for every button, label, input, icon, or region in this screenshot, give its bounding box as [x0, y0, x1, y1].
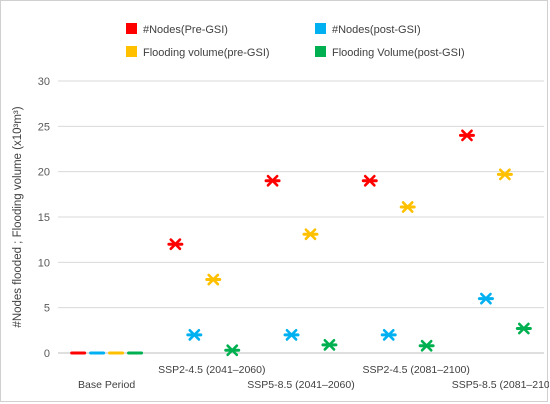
legend-swatch	[315, 46, 326, 57]
legend-item: Flooding volume(pre-GSI)	[126, 46, 270, 59]
legend-label: #Nodes(post-GSI)	[332, 24, 421, 36]
legend-swatch	[126, 23, 137, 34]
x-category-label: Base Period	[78, 379, 135, 391]
data-point	[205, 273, 222, 286]
data-point	[496, 168, 513, 181]
legend-item: #Nodes(post-GSI)	[315, 23, 421, 36]
data-markers	[70, 129, 532, 357]
legend: #Nodes(Pre-GSI) #Nodes(post-GSI) Flooding …	[126, 23, 465, 59]
x-category-label: SSP5-8.5 (2041–2060)	[247, 379, 354, 391]
data-point	[264, 174, 281, 187]
data-point	[224, 344, 241, 357]
data-point	[283, 328, 300, 341]
data-point	[321, 338, 338, 351]
y-tick-label: 20	[38, 167, 50, 179]
y-tick-label: 15	[38, 212, 50, 224]
data-point	[186, 328, 203, 341]
x-category-label: SSP5-8.5 (2081–2100)	[452, 379, 549, 391]
y-tick-label: 25	[38, 121, 50, 133]
data-point	[361, 174, 378, 187]
legend-label: Flooding volume(pre-GSI)	[143, 47, 270, 59]
legend-item: Flooding Volume(post-GSI)	[315, 46, 465, 59]
y-axis-ticks: 0 5 10 15 20 25 30	[38, 76, 50, 360]
y-tick-label: 30	[38, 76, 50, 88]
legend-swatch	[315, 23, 326, 34]
data-point	[477, 292, 494, 305]
gridlines	[58, 80, 544, 309]
y-axis-title: #Nodes flooded ; Flooding volume (x10³m³…	[12, 106, 24, 327]
x-axis-category-labels: Base Period SSP2-4.5 (2041–2060) SSP5-8.5 …	[78, 364, 549, 391]
data-point	[302, 228, 319, 241]
x-category-label: SSP2-4.5 (2041–2060)	[158, 364, 265, 376]
legend-swatch	[126, 46, 137, 57]
y-tick-label: 0	[44, 348, 50, 360]
data-point	[458, 129, 475, 142]
legend-label: #Nodes(Pre-GSI)	[143, 24, 228, 36]
legend-item: #Nodes(Pre-GSI)	[126, 23, 228, 36]
y-tick-label: 5	[44, 303, 50, 315]
legend-label: Flooding Volume(post-GSI)	[332, 47, 465, 59]
y-tick-label: 10	[38, 257, 50, 269]
data-point	[515, 322, 532, 335]
data-point	[380, 328, 397, 341]
data-point	[418, 339, 435, 352]
x-category-label: SSP2-4.5 (2081–2100)	[362, 364, 469, 376]
data-point	[399, 201, 416, 213]
data-point	[167, 238, 184, 251]
